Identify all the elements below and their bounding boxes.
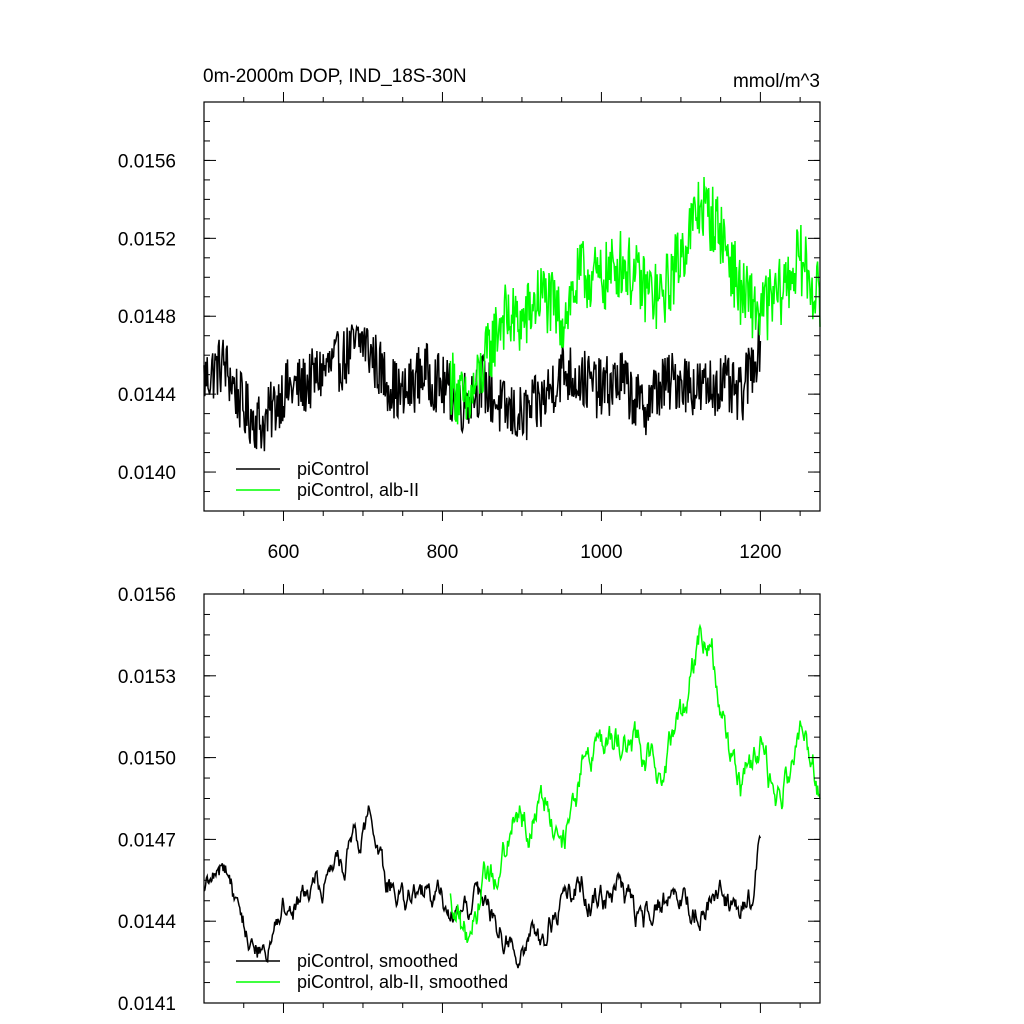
legend-label-picontrol-smoothed: piControl, smoothed [297,951,458,971]
bottom-ytick-label: 0.0147 [118,830,176,851]
top-xtick-label: 1000 [580,542,622,563]
bottom-axes: 0.0141 0.0144 0.0147 0.0150 0.0153 0.0156 [118,584,820,1015]
top-legend: piControl piControl, alb-II [236,459,419,500]
bottom-series-line-alb-ii [449,623,821,943]
top-panel-title: 0m-2000m DOP, IND_18S-30N [203,66,467,87]
bottom-ytick-label: 0.0153 [118,667,176,688]
top-ytick-label: 0.0156 [118,151,176,172]
bottom-plot-area [203,623,821,969]
top-ytick-label: 0.0148 [118,307,176,328]
top-xtick-label: 800 [427,542,459,563]
top-plot-frame [203,101,821,512]
top-xtick-label: 600 [268,542,300,563]
bottom-ytick-label: 0.0156 [118,585,176,606]
bottom-ytick-label: 0.0144 [118,912,177,933]
top-axes: 0.0140 0.0144 0.0148 0.0152 0.0156 600 800 1000… [118,92,820,563]
top-ytick-label: 0.0140 [118,463,176,484]
bottom-panel: 0.0141 0.0144 0.0147 0.0150 0.0153 0.0156 piC… [118,584,821,1015]
top-panel-units: mmol/m^3 [733,71,820,92]
legend-label-alb-smoothed: piControl, alb-II, smoothed [297,972,508,992]
top-panel: 0m-2000m DOP, IND_18S-30N mmol/m^3 0.014… [118,66,821,563]
bottom-series-line-picontrol [203,805,762,969]
bottom-ytick-label: 0.0141 [118,994,176,1015]
bottom-ytick-label: 0.0150 [118,749,176,770]
bottom-legend: piControl, smoothed piControl, alb-II, s… [236,951,508,992]
legend-label-picontrol: piControl [297,459,369,479]
top-xtick-label: 1200 [739,542,781,563]
legend-label-alb: piControl, alb-II [297,480,419,500]
top-plot-area [203,176,821,452]
top-series-line-alb-ii [449,176,821,425]
top-ytick-label: 0.0144 [118,385,177,406]
top-ytick-label: 0.0152 [118,229,176,250]
top-series-line-picontrol [203,313,762,452]
